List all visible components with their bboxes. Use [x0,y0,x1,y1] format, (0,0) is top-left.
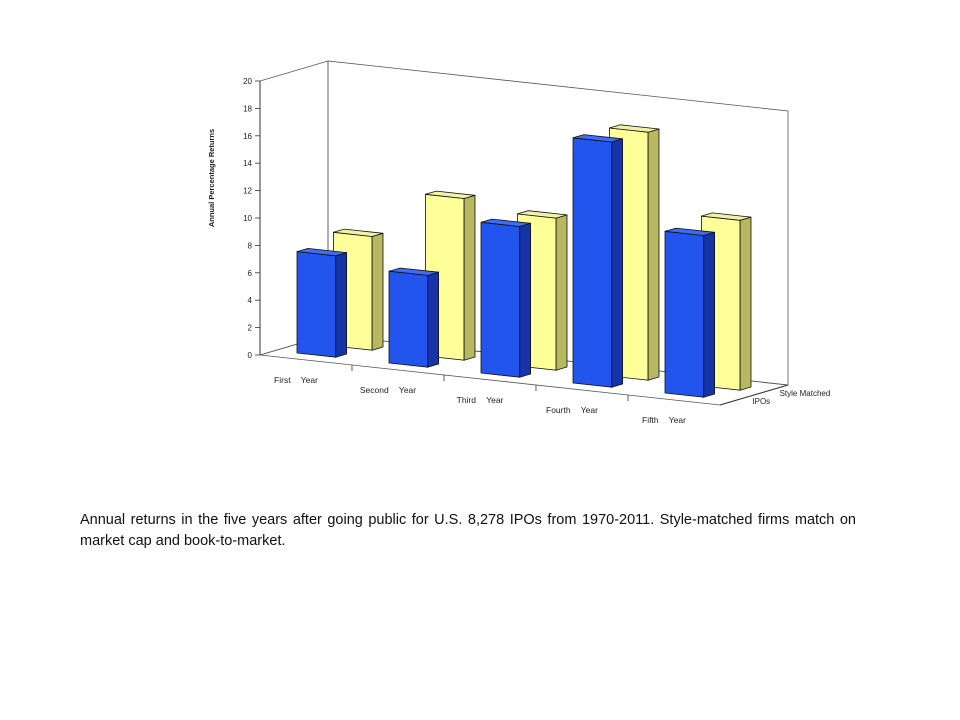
y-tick-label-18: 18 [243,104,252,113]
bar-side-face [371,232,384,351]
y-tick-label-14: 14 [243,159,252,168]
bar-side-face [463,194,476,361]
bar-front-face [664,230,705,398]
x-tick-label-first-year: First Year [274,375,318,385]
bar-side-face [555,214,568,371]
bar-top-face [296,247,347,257]
bar-front-face [572,137,613,388]
bar-side-face [739,216,752,391]
y-tick-label-16: 16 [243,132,252,141]
depth-label-style-matched: Style Matched [780,389,831,398]
bar-side-face [703,231,715,398]
bar-top-face [517,210,568,219]
bar-front-face [388,270,429,368]
bar-front-face [296,251,337,358]
bar-ipos-fifth-year [664,227,715,398]
bar-side-face [519,222,531,378]
chart-labels: 0 2 4 6 8 10 12 14 16 18 20 Annual Percentage Retur… [207,77,830,425]
y-tick-label-12: 12 [243,187,252,196]
bar-top-face [609,124,660,133]
y-tick-label-2: 2 [248,324,253,333]
x-tick-label-third-year: Third Year [457,395,504,405]
y-tick-label-20: 20 [243,77,252,86]
x-tick-label-second-year: Second Year [360,385,416,395]
bar-top-face [333,228,384,237]
ipo-returns-chart: 0 2 4 6 8 10 12 14 16 18 20 Annual Percentage Retur… [207,60,830,425]
bar-side-face [611,138,623,388]
y-tick-label-4: 4 [248,296,253,305]
bar-ipos-first-year [296,247,348,358]
depth-axis-line [719,384,789,406]
bar-top-face [572,134,623,143]
bar-ipos-third-year [480,218,531,378]
y-tick-label-10: 10 [243,214,252,223]
x-tick-label-fourth-year: Fourth Year [546,405,598,415]
bar-top-face [388,267,439,276]
bar-ipos-second-year [388,267,440,368]
bar-front-face [480,221,521,378]
y-tick-label-6: 6 [248,269,253,278]
y-tick-label-0: 0 [248,351,253,360]
bar-ipos-fourth-year [572,134,623,388]
bar-side-face [335,252,348,358]
y-tick-label-8: 8 [248,241,253,250]
depth-label-ipos: IPOs [752,397,770,406]
bar-top-face [701,212,752,221]
bar-side-face [647,128,660,381]
bar-side-face [427,271,440,368]
figure-caption: Annual returns in the five years after g… [80,512,856,549]
bar-top-face [664,227,715,236]
x-tick-label-fifth-year: Fifth Year [642,415,686,425]
y-axis-label: Annual Percentage Returns [207,129,216,227]
chart-bars [296,124,752,398]
bar-top-face [425,190,476,199]
bar-top-face [480,218,531,227]
